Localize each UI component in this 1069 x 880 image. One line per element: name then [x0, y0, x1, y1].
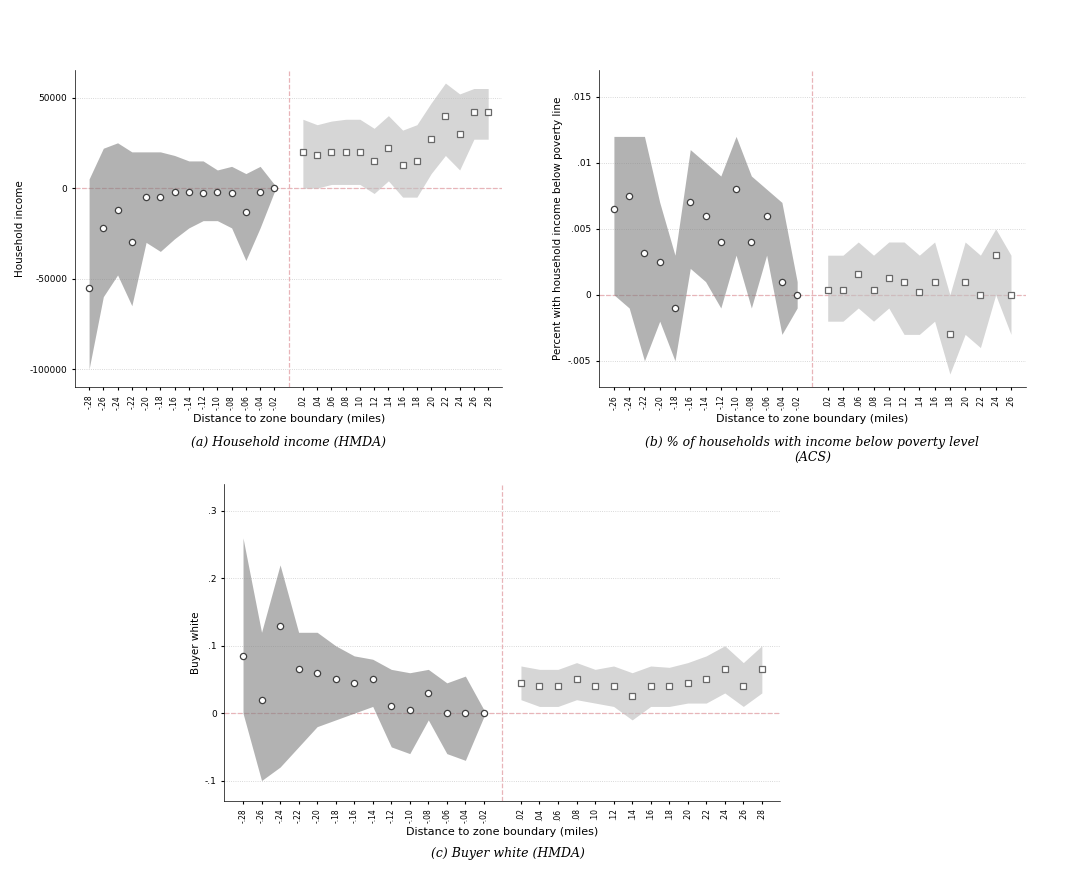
X-axis label: Distance to zone boundary (miles): Distance to zone boundary (miles) — [192, 414, 385, 424]
Text: (b) % of households with income below poverty level
(ACS): (b) % of households with income below po… — [646, 436, 979, 464]
X-axis label: Distance to zone boundary (miles): Distance to zone boundary (miles) — [716, 414, 909, 424]
Text: (c) Buyer white (HMDA): (c) Buyer white (HMDA) — [431, 847, 585, 860]
Text: (a) Household income (HMDA): (a) Household income (HMDA) — [191, 436, 386, 449]
Y-axis label: Household income: Household income — [15, 180, 26, 277]
Y-axis label: Percent with household income below poverty line: Percent with household income below pove… — [554, 97, 563, 361]
X-axis label: Distance to zone boundary (miles): Distance to zone boundary (miles) — [406, 827, 599, 838]
Y-axis label: Buyer white: Buyer white — [190, 611, 201, 674]
